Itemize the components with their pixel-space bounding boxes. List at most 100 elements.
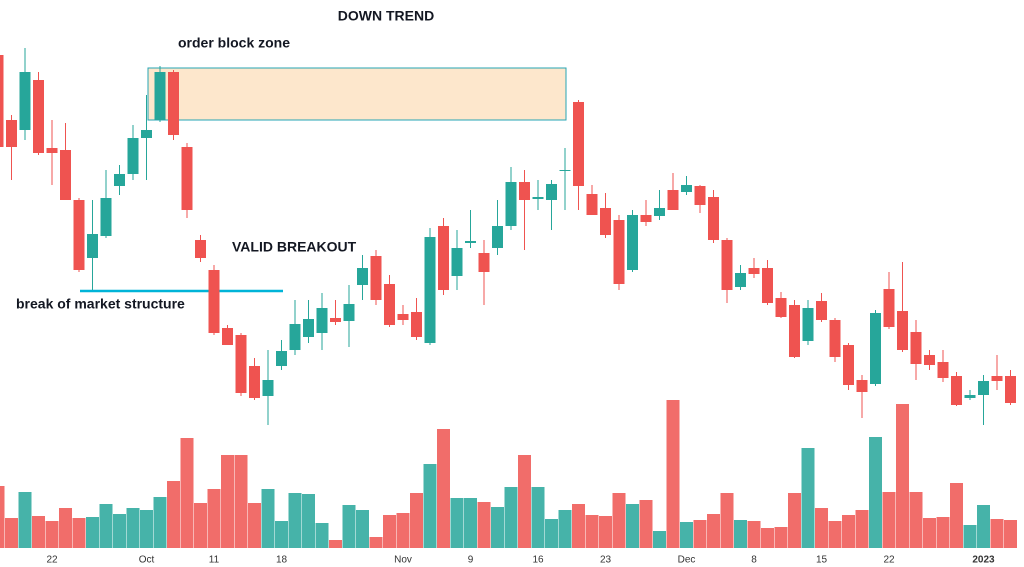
volume-bar	[545, 519, 558, 548]
candle-body	[573, 102, 584, 186]
volume-bar	[140, 510, 153, 548]
volume-bar	[464, 498, 477, 548]
volume-bar	[315, 523, 329, 548]
volume-bar	[950, 483, 963, 548]
candle-body	[802, 308, 814, 341]
volume-bar	[666, 400, 680, 548]
chart-title: DOWN TREND	[338, 8, 434, 24]
candle-body	[627, 215, 638, 270]
candle-body	[451, 248, 463, 276]
candle-body	[694, 186, 706, 205]
candle-body	[141, 130, 152, 138]
volume-bar	[828, 521, 842, 548]
volume-bar	[774, 527, 788, 548]
x-tick-label: 2023	[972, 555, 995, 566]
overlay-layer	[80, 67, 567, 293]
candle-body	[262, 380, 274, 396]
zone-label: order block zone	[178, 35, 290, 51]
candle-body	[397, 314, 409, 320]
volume-bar	[342, 505, 356, 548]
volume-bar	[599, 516, 612, 548]
candle-body	[168, 72, 179, 135]
volume-bar	[923, 518, 936, 548]
candle-body	[1005, 376, 1016, 403]
candle-body	[843, 345, 854, 385]
candle-body	[235, 335, 247, 393]
volume-bar	[761, 528, 774, 548]
volume-bar	[5, 518, 18, 548]
volume-bar	[720, 493, 734, 548]
volume-bar	[153, 497, 167, 548]
candle-body	[87, 234, 98, 258]
candle-body	[964, 395, 976, 398]
candle-body	[316, 308, 328, 333]
candle-body	[100, 198, 112, 236]
volume-bar	[558, 510, 572, 548]
candle-body	[532, 197, 544, 199]
candle-body	[559, 170, 571, 171]
volume-bar	[423, 464, 437, 548]
volume-bar	[86, 517, 99, 548]
volume-bar	[194, 503, 207, 548]
candle-body	[438, 226, 449, 290]
candle-body	[492, 226, 503, 248]
label-layer: DOWN TREND order block zone VALID BREAKO…	[16, 8, 434, 312]
volume-bar	[504, 487, 518, 548]
candle-body	[721, 240, 733, 290]
candle-body	[816, 301, 827, 320]
volume-bar	[626, 504, 639, 548]
candle-body	[181, 147, 193, 210]
candle-body	[937, 362, 949, 378]
candle-body	[154, 72, 166, 120]
candle-body	[789, 305, 800, 357]
volume-bar	[936, 517, 950, 548]
volume-bar	[815, 508, 828, 548]
volume-bar	[518, 455, 531, 548]
volume-bar	[639, 500, 653, 548]
volume-bar	[896, 404, 909, 548]
candle-body	[910, 332, 922, 364]
candle-body	[829, 320, 841, 357]
candle-body	[951, 376, 962, 405]
volume-bar	[693, 520, 707, 548]
candle-body	[667, 190, 679, 210]
volume-bar	[126, 508, 140, 548]
volume-bar	[572, 504, 585, 548]
candle-body	[222, 328, 233, 345]
volume-bar	[329, 540, 342, 548]
candle-body	[640, 215, 652, 222]
candle-body	[46, 148, 58, 153]
volume-bar	[801, 448, 815, 548]
volume-bar	[0, 486, 5, 548]
volume-bar	[356, 510, 369, 548]
candle-body	[735, 273, 746, 287]
volume-bar	[396, 513, 410, 548]
x-tick-label: Nov	[394, 555, 412, 566]
volume-bar	[990, 519, 1004, 548]
candle-body	[60, 150, 71, 200]
candle-body	[478, 253, 490, 272]
candle-body	[654, 208, 665, 216]
volume-bar	[383, 515, 396, 548]
x-tick-label: 16	[532, 555, 544, 566]
candle-body	[249, 366, 260, 398]
candle-body	[870, 313, 881, 384]
candle-body	[613, 220, 625, 284]
candle-body	[19, 72, 31, 130]
candle-body	[546, 184, 557, 200]
volume-bar	[909, 492, 923, 548]
volume-bar	[207, 489, 221, 548]
candle-body	[195, 240, 206, 258]
volume-bar	[491, 507, 504, 548]
volume-bar	[680, 522, 693, 548]
candle-body	[370, 256, 382, 300]
x-tick-label: 8	[751, 555, 757, 566]
candle-body	[748, 268, 760, 274]
candle-body	[289, 324, 301, 350]
candle-body	[114, 174, 125, 186]
volume-bar	[842, 515, 855, 548]
x-tick-label: 22	[46, 555, 58, 566]
x-tick-label: 11	[209, 555, 220, 566]
candle-body	[384, 284, 395, 325]
